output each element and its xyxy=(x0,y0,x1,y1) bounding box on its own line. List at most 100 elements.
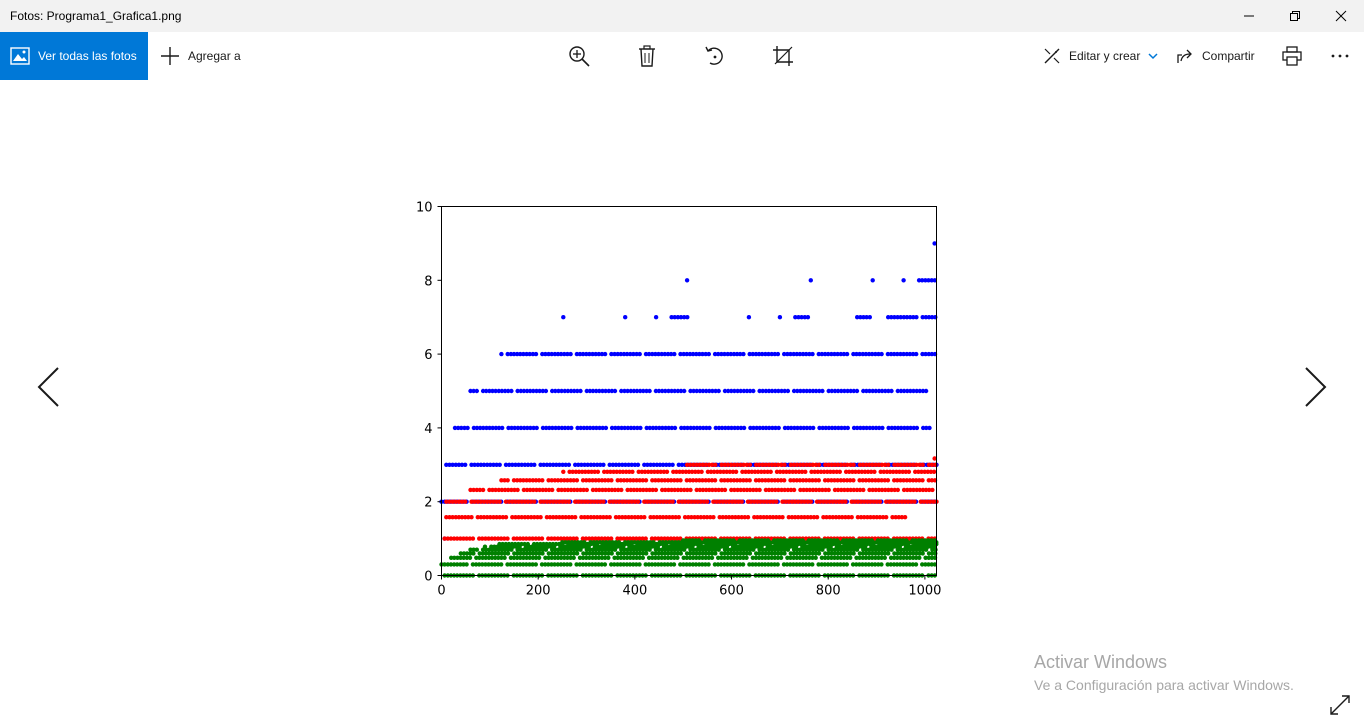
data-point xyxy=(693,469,698,474)
data-point xyxy=(797,351,803,357)
edit-create-icon xyxy=(1044,48,1060,64)
data-point xyxy=(848,478,853,483)
restore-button[interactable] xyxy=(1272,0,1318,32)
data-point xyxy=(493,555,498,560)
print-button[interactable] xyxy=(1280,44,1304,68)
more-button[interactable] xyxy=(1328,44,1352,68)
data-point xyxy=(599,555,605,560)
data-point xyxy=(616,487,621,493)
data-point xyxy=(490,551,495,556)
zoom-button[interactable] xyxy=(567,44,591,68)
data-point xyxy=(718,562,724,567)
data-point xyxy=(798,462,803,467)
data-point xyxy=(826,388,831,394)
data-point xyxy=(621,351,627,357)
data-point xyxy=(732,487,737,493)
data-point xyxy=(756,478,762,483)
data-point xyxy=(728,562,733,567)
minimize-button[interactable] xyxy=(1226,0,1272,32)
data-point xyxy=(905,388,910,394)
data-point xyxy=(722,551,727,556)
data-point xyxy=(499,555,504,560)
edit-create-button[interactable]: Editar y crear xyxy=(1043,32,1158,80)
data-point xyxy=(791,388,797,394)
data-point xyxy=(600,487,605,493)
data-point xyxy=(804,487,809,493)
data-point xyxy=(637,551,643,556)
data-point xyxy=(521,351,526,357)
expand-icon[interactable] xyxy=(1328,693,1352,717)
data-point xyxy=(597,425,602,431)
data-point xyxy=(773,487,778,493)
data-point xyxy=(691,425,696,431)
data-point xyxy=(471,487,476,493)
data-point xyxy=(691,551,696,556)
data-point xyxy=(920,462,925,467)
data-point xyxy=(716,351,721,357)
data-point xyxy=(541,499,546,504)
data-point xyxy=(634,487,640,493)
data-point xyxy=(662,551,668,556)
close-button[interactable] xyxy=(1318,0,1364,32)
data-point xyxy=(825,538,830,543)
data-point xyxy=(459,515,465,520)
share-icon xyxy=(1177,49,1192,63)
data-point xyxy=(622,388,627,394)
chevron-left-icon[interactable] xyxy=(34,365,64,409)
chevron-right-icon[interactable] xyxy=(1300,365,1330,409)
data-point xyxy=(525,425,530,431)
data-point xyxy=(704,487,709,493)
data-point xyxy=(863,555,869,560)
data-point xyxy=(496,388,501,394)
data-point xyxy=(515,388,520,394)
data-point xyxy=(590,351,595,357)
data-point xyxy=(668,555,674,560)
data-point xyxy=(602,562,608,567)
share-button[interactable]: Compartir xyxy=(1176,32,1255,80)
data-point xyxy=(467,555,473,560)
data-point xyxy=(592,469,597,474)
data-point xyxy=(861,425,866,431)
data-point xyxy=(619,388,624,394)
data-point xyxy=(666,487,671,493)
data-point xyxy=(770,515,776,520)
data-point xyxy=(766,487,772,493)
data-point xyxy=(525,462,531,467)
data-point xyxy=(697,462,702,467)
data-point xyxy=(477,536,482,541)
data-point xyxy=(648,499,653,504)
delete-button[interactable] xyxy=(635,44,659,68)
data-point xyxy=(785,555,790,560)
data-point xyxy=(741,555,746,560)
data-point xyxy=(554,462,559,467)
data-point xyxy=(678,315,684,320)
data-point xyxy=(747,388,753,394)
data-point xyxy=(654,515,660,520)
data-point xyxy=(552,555,558,560)
data-point xyxy=(876,551,881,556)
data-point xyxy=(785,351,790,357)
data-point xyxy=(494,515,499,520)
data-point xyxy=(631,551,636,556)
data-point xyxy=(653,388,659,394)
view-all-photos-button[interactable]: Ver todas las fotos xyxy=(0,32,148,80)
data-point xyxy=(574,478,580,483)
crop-button[interactable] xyxy=(771,44,795,68)
data-point xyxy=(903,469,908,474)
data-point xyxy=(660,487,665,493)
data-point xyxy=(867,315,872,320)
data-point xyxy=(929,562,934,567)
data-point xyxy=(732,551,737,556)
data-point xyxy=(713,462,718,467)
data-point xyxy=(487,487,492,493)
data-point xyxy=(522,425,527,431)
data-point xyxy=(641,487,646,493)
data-point xyxy=(647,425,652,431)
data-point xyxy=(444,462,449,467)
data-point xyxy=(830,515,835,520)
add-to-button[interactable]: Agregar a xyxy=(160,32,241,80)
rotate-button[interactable] xyxy=(703,44,727,68)
data-point xyxy=(779,388,784,394)
data-point xyxy=(486,555,492,560)
